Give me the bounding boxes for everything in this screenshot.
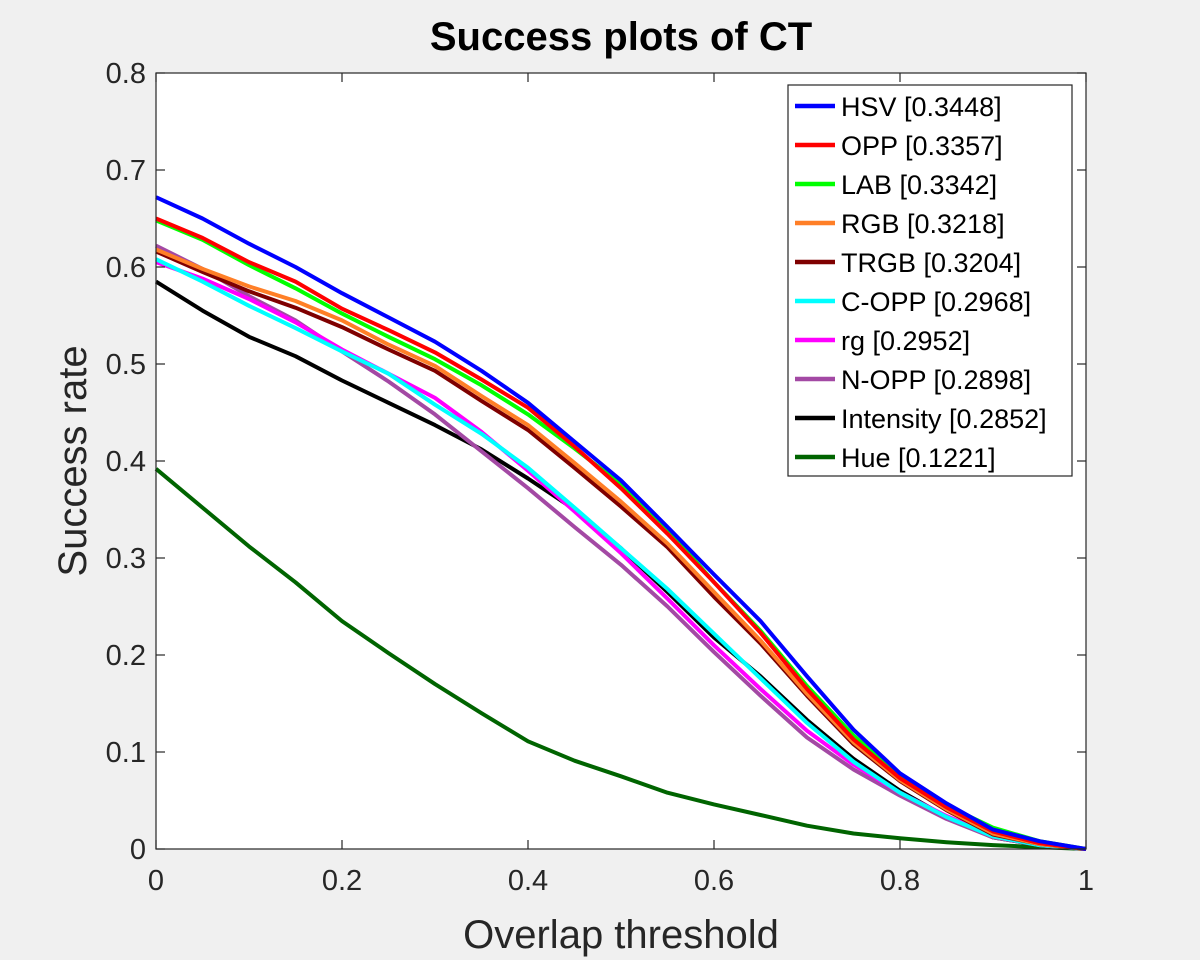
- legend-label: N-OPP [0.2898]: [841, 365, 1031, 395]
- x-tick-label: 0: [148, 865, 164, 897]
- y-tick-label: 0.3: [106, 543, 146, 575]
- y-axis-title: Success rate: [51, 345, 95, 576]
- ticks-layer: 0 0.2 0.4 0.6 0.8 1 0 0.1 0.2 0.3 0.4 0.5 0.6 0.7 0.8: [106, 58, 1094, 897]
- legend-label: TRGB [0.3204]: [841, 248, 1021, 278]
- legend-label: RGB [0.3218]: [841, 209, 1005, 239]
- series-layer: [154, 195, 1087, 851]
- y-tick-label: 0.5: [106, 349, 146, 381]
- legend-label: rg [0.2952]: [841, 326, 970, 356]
- legend-label: C-OPP [0.2968]: [841, 287, 1031, 317]
- y-tick-label: 0: [130, 834, 146, 866]
- y-tick-label: 0.1: [106, 737, 146, 769]
- legend-label: OPP [0.3357]: [841, 131, 1003, 161]
- x-axis-title: Overlap threshold: [463, 913, 779, 957]
- series-line-1: [155, 216, 1087, 851]
- y-tick-label: 0.8: [106, 58, 146, 90]
- y-tick-label: 0.2: [106, 640, 146, 672]
- x-tick-label: 0.6: [694, 865, 734, 897]
- series-line-9: [154, 467, 1087, 851]
- legend: HSV [0.3448] OPP [0.3357] LAB [0.3342] RGB …: [787, 84, 1073, 477]
- series-line-0: [155, 195, 1087, 851]
- legend-label: LAB [0.3342]: [841, 170, 997, 200]
- legend-label: Hue [0.1221]: [841, 443, 996, 473]
- x-tick-label: 1: [1078, 865, 1094, 897]
- y-tick-label: 0.6: [106, 252, 146, 284]
- legend-box: [787, 84, 1073, 477]
- series-line-5: [155, 257, 1087, 851]
- chart-title: Success plots of CT: [430, 15, 812, 59]
- legend-label: Intensity [0.2852]: [841, 404, 1047, 434]
- y-tick-label: 0.4: [106, 446, 146, 478]
- x-tick-label: 0.4: [508, 865, 548, 897]
- x-tick-label: 0.8: [880, 865, 920, 897]
- y-tick-label: 0.7: [106, 155, 146, 187]
- x-tick-label: 0.2: [322, 865, 362, 897]
- legend-label: HSV [0.3448]: [841, 92, 1002, 122]
